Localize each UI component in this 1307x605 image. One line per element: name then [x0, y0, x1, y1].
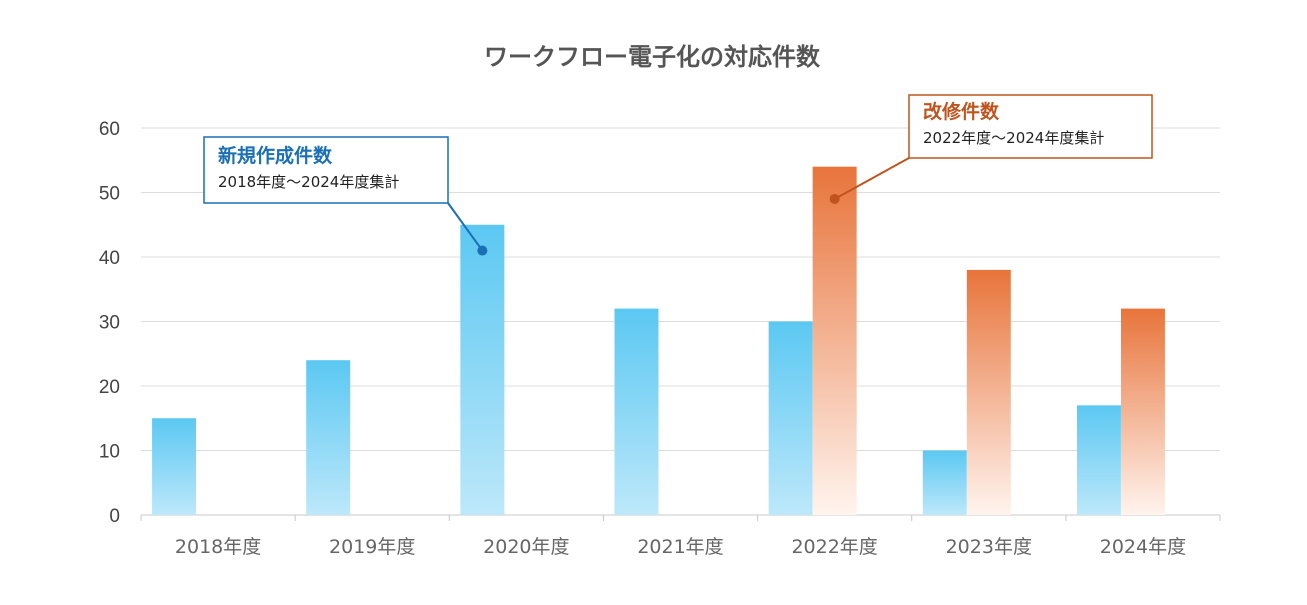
bar-mod-4: [812, 166, 857, 515]
x-axis: 2018年度 2019年度 2020年度 2021年度 2022年度 2023年度 2024…: [140, 515, 1221, 558]
annotation-mod: 改修件数 2022年度～2024年度集計: [829, 94, 1153, 204]
x-tick-label-3: 2021年度: [637, 536, 723, 558]
annotation-title-new: 新規作成件数: [218, 144, 333, 167]
bar-mod-5: [966, 269, 1011, 515]
y-tick-label-10: 10: [99, 442, 120, 463]
annotation-subtitle-mod: 2022年度～2024年度集計: [923, 129, 1104, 147]
bars: [152, 166, 1165, 515]
annotation-subtitle-new: 2018年度～2024年度集計: [218, 173, 399, 191]
bar-new-1: [306, 360, 351, 515]
x-tick-label-1: 2019年度: [329, 536, 415, 558]
y-tick-label-60: 60: [99, 119, 120, 140]
x-tick-label-6: 2024年度: [1100, 536, 1186, 558]
bar-mod-6: [1120, 308, 1165, 515]
annotation-box-new: [203, 136, 449, 204]
x-tick-label-0: 2018年度: [175, 536, 261, 558]
annotation-new: 新規作成件数 2018年度～2024年度集計: [203, 136, 488, 256]
bar-new-5: [922, 450, 967, 515]
y-tick-label-30: 30: [99, 313, 120, 334]
annotation-title-mod: 改修件数: [923, 100, 1000, 123]
x-tick-label-5: 2023年度: [946, 536, 1032, 558]
y-tick-label-40: 40: [99, 248, 120, 269]
bar-new-2: [460, 224, 505, 515]
leader-line-new: [447, 202, 484, 252]
bar-new-3: [614, 308, 659, 515]
y-tick-label-0: 0: [109, 506, 120, 527]
bar-new-0: [152, 418, 197, 515]
y-tick-label-20: 20: [99, 377, 120, 398]
y-tick-label-50: 50: [99, 184, 120, 205]
chart-title: ワークフロー電子化の対応件数: [484, 43, 821, 71]
leader-dot-mod: [829, 193, 840, 204]
leader-dot-new: [477, 245, 488, 256]
x-tick-label-4: 2022年度: [791, 536, 877, 558]
bar-new-4: [768, 321, 813, 515]
bar-new-6: [1076, 405, 1121, 515]
y-axis: 0 10 20 30 40 50 60: [99, 119, 120, 527]
annotation-box-mod: [908, 94, 1153, 159]
x-tick-label-2: 2020年度: [483, 536, 569, 558]
leader-line-mod: [834, 157, 910, 200]
